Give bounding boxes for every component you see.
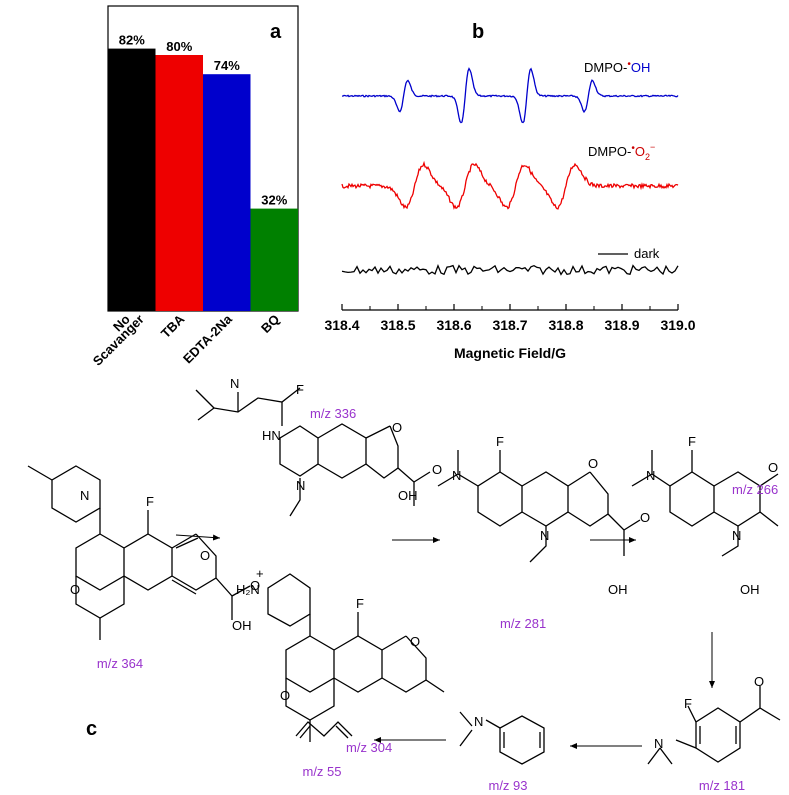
structure-mz281: F N O N OH O m/z 281 [437, 434, 650, 631]
atom-o-keto: O [200, 548, 210, 563]
atom-o: O [754, 674, 764, 689]
atom-o-keto: O [392, 420, 402, 435]
series-dmpo-oh-line [341, 67, 679, 124]
atom-oh: OH [232, 618, 252, 633]
atom-n: N [80, 488, 89, 503]
arrow-1 [175, 534, 221, 541]
bar-no-scavanger [108, 48, 156, 311]
category-label: TBA [158, 311, 188, 341]
atom-f: F [688, 434, 696, 449]
atom-o-keto: O [588, 456, 598, 471]
mz-336: m/z 336 [310, 406, 356, 421]
atom-oh: OH [740, 582, 760, 597]
atom-f: F [296, 382, 304, 397]
structure-mz93: N m/z 93 [459, 711, 545, 793]
x-tick-label: 318.5 [380, 317, 415, 333]
atom-h2n: H₂N [236, 582, 260, 597]
x-tick-label: 318.6 [436, 317, 471, 333]
atom-o-keto: O [410, 634, 420, 649]
atom-n-ring: N [540, 528, 549, 543]
atom-oh: OH [608, 582, 628, 597]
panel-a-label: a [270, 21, 282, 43]
bar-edta-2na [203, 74, 251, 311]
panel-b-epr-chart: b DMPO-•OH DMPO-•O2− dark 318.4 318.5 318.… [324, 21, 695, 361]
bar-value-label: 74% [214, 58, 240, 73]
mz-181: m/z 181 [699, 778, 745, 793]
atom-n: N [452, 468, 461, 483]
atom-n-ring: N [296, 478, 305, 493]
x-tick-label: 318.7 [492, 317, 527, 333]
mz-364: m/z 364 [97, 656, 143, 671]
atom-plus: + [256, 566, 264, 581]
atom-o-acid: O [432, 462, 442, 477]
bar-tba [155, 55, 203, 311]
atom-hn: HN [262, 428, 281, 443]
structure-mz304: H₂N + F O O m/z 304 [236, 566, 445, 755]
panel-b-label: b [472, 21, 484, 43]
structure-mz181: F N O m/z 181 [647, 674, 781, 793]
bar-value-label: 82% [119, 33, 145, 48]
atom-f: F [146, 494, 154, 509]
atom-n: N [230, 376, 239, 391]
legend-dark: dark [634, 246, 660, 261]
mz-55: m/z 55 [302, 764, 341, 779]
structure-mz266: F N O N OH m/z 266 [631, 434, 779, 597]
category-label: EDTA-2Na [180, 311, 235, 366]
series-dark-line [341, 264, 679, 276]
mz-266: m/z 266 [732, 482, 778, 497]
atom-o-keto: O [768, 460, 778, 475]
atom-n: N [646, 468, 655, 483]
x-axis-title: Magnetic Field/G [454, 345, 566, 361]
panel-c-scheme: c F O N O OH O m/z 364 [27, 376, 781, 793]
category-label: BQ [258, 312, 282, 336]
atom-f: F [684, 696, 692, 711]
x-tick-label: 318.4 [324, 317, 359, 333]
panel-c-label: c [86, 718, 97, 740]
mz-281: m/z 281 [500, 616, 546, 631]
structure-mz364: F O N O OH O m/z 364 [27, 465, 260, 671]
atom-oh: OH [398, 488, 418, 503]
x-tick-label: 318.9 [604, 317, 639, 333]
structure-mz55: m/z 55 [295, 721, 353, 779]
legend-dmpo-o2: DMPO-•O2− [588, 142, 655, 162]
legend-dmpo-oh: DMPO-•OH [584, 59, 650, 75]
atom-f: F [496, 434, 504, 449]
atom-o-acid: O [640, 510, 650, 525]
bar-value-label: 32% [261, 193, 287, 208]
series-dmpo-o2-line [341, 160, 679, 210]
x-tick-label: 319.0 [660, 317, 695, 333]
x-tick-label: 318.8 [548, 317, 583, 333]
atom-o: O [280, 688, 290, 703]
atom-o-acid: O [250, 578, 260, 593]
mz-304: m/z 304 [346, 740, 392, 755]
atom-n: N [474, 714, 483, 729]
atom-o: O [70, 582, 80, 597]
bar-bq [250, 208, 298, 311]
atom-n: N [654, 736, 663, 751]
atom-f: F [356, 596, 364, 611]
bar-value-label: 80% [166, 39, 192, 54]
structure-mz336: F HN N O N OH O m/z 336 [195, 376, 442, 517]
atom-n-ring: N [732, 528, 741, 543]
mz-93: m/z 93 [488, 778, 527, 793]
